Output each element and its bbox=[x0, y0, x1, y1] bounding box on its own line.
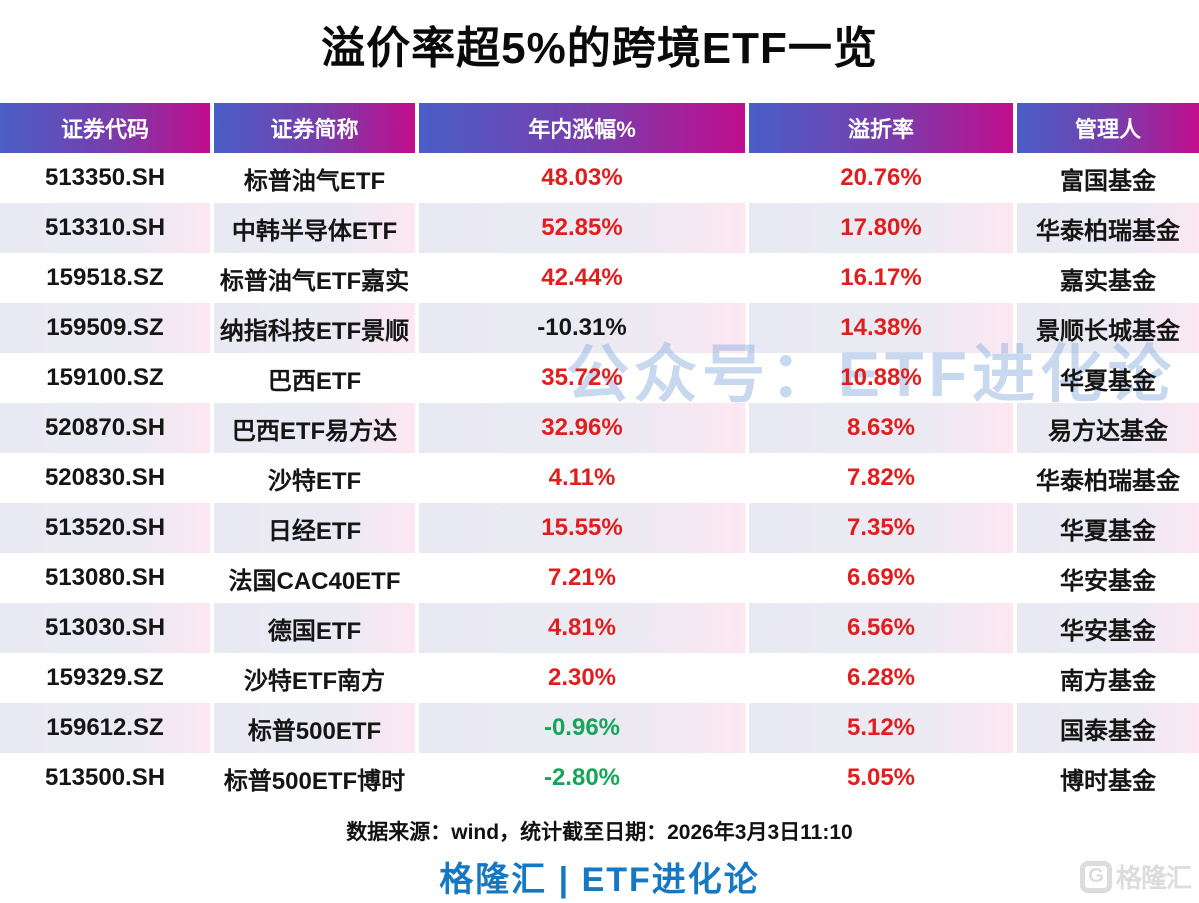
cell-ytd-change: -2.80% bbox=[419, 753, 745, 803]
table-body: 513350.SH 标普油气ETF 48.03% 20.76% 富国基金 513310.S… bbox=[0, 153, 1199, 803]
table-row: 520870.SH 巴西ETF易方达 32.96% 8.63% 易方达基金 bbox=[0, 403, 1199, 453]
cell-ytd-change: 2.30% bbox=[419, 653, 745, 703]
cell-premium-rate: 5.05% bbox=[749, 753, 1013, 803]
cell-premium-rate: 20.76% bbox=[749, 153, 1013, 203]
cell-manager: 南方基金 bbox=[1017, 653, 1199, 703]
cell-ytd-change: -0.96% bbox=[419, 703, 745, 753]
cell-name: 纳指科技ETF景顺 bbox=[214, 303, 415, 353]
table-row: 159612.SZ 标普500ETF -0.96% 5.12% 国泰基金 bbox=[0, 703, 1199, 753]
cell-ytd-change: 15.55% bbox=[419, 503, 745, 553]
table-row: 513350.SH 标普油气ETF 48.03% 20.76% 富国基金 bbox=[0, 153, 1199, 203]
cell-premium-rate: 5.12% bbox=[749, 703, 1013, 753]
cell-ytd-change: 4.11% bbox=[419, 453, 745, 503]
cell-manager: 华夏基金 bbox=[1017, 503, 1199, 553]
cell-premium-rate: 6.56% bbox=[749, 603, 1013, 653]
cell-code: 159518.SZ bbox=[0, 253, 210, 303]
cell-premium-rate: 8.63% bbox=[749, 403, 1013, 453]
gelonghui-logo-text: 格隆汇 bbox=[1115, 863, 1192, 893]
cell-code: 520870.SH bbox=[0, 403, 210, 453]
table-row: 159518.SZ 标普油气ETF嘉实 42.44% 16.17% 嘉实基金 bbox=[0, 253, 1199, 303]
cell-ytd-change: 32.96% bbox=[419, 403, 745, 453]
cell-code: 513500.SH bbox=[0, 753, 210, 803]
cell-premium-rate: 7.35% bbox=[749, 503, 1013, 553]
cell-name: 法国CAC40ETF bbox=[214, 553, 415, 603]
table-row: 513520.SH 日经ETF 15.55% 7.35% 华夏基金 bbox=[0, 503, 1199, 553]
cell-code: 513310.SH bbox=[0, 203, 210, 253]
table-row: 513080.SH 法国CAC40ETF 7.21% 6.69% 华安基金 bbox=[0, 553, 1199, 603]
cell-ytd-change: 35.72% bbox=[419, 353, 745, 403]
cell-code: 159329.SZ bbox=[0, 653, 210, 703]
table-row: 513500.SH 标普500ETF博时 -2.80% 5.05% 博时基金 bbox=[0, 753, 1199, 803]
cell-name: 巴西ETF bbox=[214, 353, 415, 403]
cell-ytd-change: 4.81% bbox=[419, 603, 745, 653]
data-source-note: 数据来源：wind，统计截至日期：2026年3月3日11:10 bbox=[346, 821, 853, 844]
gelonghui-logo: G 格隆汇 bbox=[1079, 858, 1192, 895]
cell-name: 沙特ETF bbox=[214, 453, 415, 503]
cell-manager: 景顺长城基金 bbox=[1017, 303, 1199, 353]
cell-manager: 华安基金 bbox=[1017, 553, 1199, 603]
header-ytd-change: 年内涨幅% bbox=[419, 103, 745, 153]
cell-premium-rate: 14.38% bbox=[749, 303, 1013, 353]
cell-premium-rate: 16.17% bbox=[749, 253, 1013, 303]
cell-code: 159100.SZ bbox=[0, 353, 210, 403]
cell-manager: 华夏基金 bbox=[1017, 353, 1199, 403]
cell-name: 德国ETF bbox=[214, 603, 415, 653]
cell-name: 标普油气ETF bbox=[214, 153, 415, 203]
cell-name: 标普500ETF bbox=[214, 703, 415, 753]
cell-premium-rate: 7.82% bbox=[749, 453, 1013, 503]
cell-name: 日经ETF bbox=[214, 503, 415, 553]
page-title: 溢价率超5%的跨境ETF一览 bbox=[321, 24, 878, 73]
cell-manager: 华泰柏瑞基金 bbox=[1017, 453, 1199, 503]
cell-manager: 易方达基金 bbox=[1017, 403, 1199, 453]
cell-ytd-change: -10.31% bbox=[419, 303, 745, 353]
cell-manager: 博时基金 bbox=[1017, 753, 1199, 803]
cell-code: 513080.SH bbox=[0, 553, 210, 603]
cell-name: 沙特ETF南方 bbox=[214, 653, 415, 703]
cell-premium-rate: 6.28% bbox=[749, 653, 1013, 703]
cell-ytd-change: 7.21% bbox=[419, 553, 745, 603]
cell-premium-rate: 6.69% bbox=[749, 553, 1013, 603]
table-header-row: 证券代码 证券简称 年内涨幅% 溢折率 管理人 bbox=[0, 103, 1199, 153]
cell-name: 巴西ETF易方达 bbox=[214, 403, 415, 453]
cell-code: 520830.SH bbox=[0, 453, 210, 503]
table-row: 520830.SH 沙特ETF 4.11% 7.82% 华泰柏瑞基金 bbox=[0, 453, 1199, 503]
brand-footer: 格隆汇 | ETF进化论 bbox=[439, 861, 760, 899]
cell-code: 159509.SZ bbox=[0, 303, 210, 353]
cell-premium-rate: 10.88% bbox=[749, 353, 1013, 403]
table-row: 159509.SZ 纳指科技ETF景顺 -10.31% 14.38% 景顺长城基金 bbox=[0, 303, 1199, 353]
cell-code: 513520.SH bbox=[0, 503, 210, 553]
cell-name: 标普油气ETF嘉实 bbox=[214, 253, 415, 303]
cell-manager: 华泰柏瑞基金 bbox=[1017, 203, 1199, 253]
cell-manager: 国泰基金 bbox=[1017, 703, 1199, 753]
header-manager: 管理人 bbox=[1017, 103, 1199, 153]
cell-name: 中韩半导体ETF bbox=[214, 203, 415, 253]
cell-name: 标普500ETF博时 bbox=[214, 753, 415, 803]
cell-code: 513030.SH bbox=[0, 603, 210, 653]
header-premium-rate: 溢折率 bbox=[749, 103, 1013, 153]
header-code: 证券代码 bbox=[0, 103, 210, 153]
cell-premium-rate: 17.80% bbox=[749, 203, 1013, 253]
table-row: 159329.SZ 沙特ETF南方 2.30% 6.28% 南方基金 bbox=[0, 653, 1199, 703]
cell-code: 159612.SZ bbox=[0, 703, 210, 753]
cell-ytd-change: 48.03% bbox=[419, 153, 745, 203]
cell-ytd-change: 42.44% bbox=[419, 253, 745, 303]
table-row: 513310.SH 中韩半导体ETF 52.85% 17.80% 华泰柏瑞基金 bbox=[0, 203, 1199, 253]
cell-code: 513350.SH bbox=[0, 153, 210, 203]
table-row: 513030.SH 德国ETF 4.81% 6.56% 华安基金 bbox=[0, 603, 1199, 653]
cell-ytd-change: 52.85% bbox=[419, 203, 745, 253]
cell-manager: 富国基金 bbox=[1017, 153, 1199, 203]
cell-manager: 华安基金 bbox=[1017, 603, 1199, 653]
header-name: 证券简称 bbox=[214, 103, 415, 153]
etf-table: 证券代码 证券简称 年内涨幅% 溢折率 管理人 513350.SH 标普油气ETF… bbox=[0, 103, 1199, 803]
gelonghui-logo-icon: G bbox=[1079, 860, 1112, 893]
table-row: 159100.SZ 巴西ETF 35.72% 10.88% 华夏基金 bbox=[0, 353, 1199, 403]
cell-manager: 嘉实基金 bbox=[1017, 253, 1199, 303]
